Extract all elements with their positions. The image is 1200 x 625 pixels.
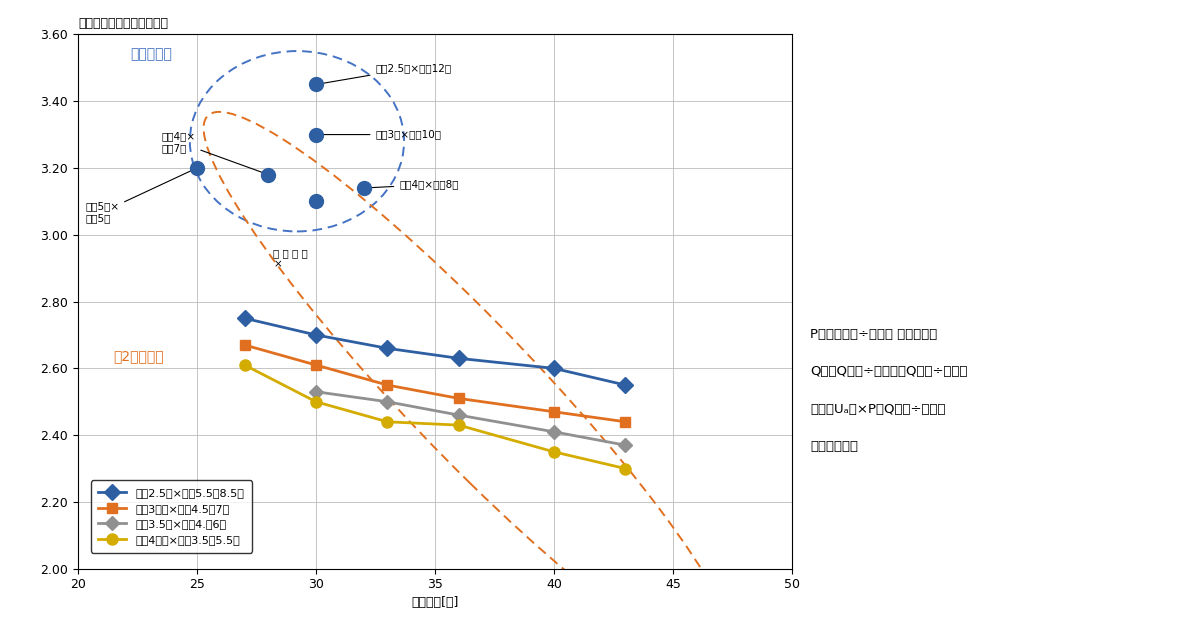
Text: 総2階の住宅: 総2階の住宅 [114, 349, 164, 364]
Text: 間口2.5間×奥行12間: 間口2.5間×奥行12間 [319, 62, 451, 84]
間口3.5間×奥行4.〜6間 [451, 411, 466, 419]
Legend: 間口2.5間×奥行5.5〜8.5間, 間口3間　×奥行4.5〜7間, 間口3.5間×奥行4.〜6間, 間口4間　×奥行3.5〜5.5間: 間口2.5間×奥行5.5〜8.5間, 間口3間 ×奥行4.5〜7間, 間口3.5… [91, 480, 252, 552]
Text: 平屋の住宅: 平屋の住宅 [131, 47, 173, 61]
間口4間　×奥行3.5〜5.5間 [547, 448, 562, 456]
間口3間　×奥行4.5〜7間 [547, 408, 562, 416]
間口2.5間×奥行5.5〜8.5間 [380, 344, 395, 352]
Text: ＝Uₐ値×P＋Q換気÷床面積: ＝Uₐ値×P＋Q換気÷床面積 [810, 403, 946, 416]
間口3.5間×奥行4.〜6間 [547, 428, 562, 436]
間口4間　×奥行3.5〜5.5間 [618, 465, 632, 472]
間口2.5間×奥行5.5〜8.5間 [618, 381, 632, 389]
間口3間　×奥行4.5〜7間 [308, 361, 323, 369]
Text: 間口4間×
奥行7間: 間口4間× 奥行7間 [161, 131, 265, 174]
Text: 間 口 ５ 間
×: 間 口 ５ 間 × [274, 248, 308, 270]
間口3.5間×奥行4.〜6間 [308, 388, 323, 396]
間口2.5間×奥行5.5〜8.5間 [308, 331, 323, 339]
Text: P＝外皮面積÷床面積 とすると、: P＝外皮面積÷床面積 とすると、 [810, 328, 937, 341]
Text: 延床面積当たりの外皮面積: 延床面積当たりの外皮面積 [78, 18, 168, 31]
Line: 間口3.5間×奥行4.〜6間: 間口3.5間×奥行4.〜6間 [311, 387, 630, 450]
間口2.5間×奥行5.5〜8.5間 [451, 354, 466, 362]
Text: 間口5間×
奥行5間: 間口5間× 奥行5間 [85, 169, 194, 223]
間口3.5間×奥行4.〜6間 [380, 398, 395, 406]
間口4間　×奥行3.5〜5.5間 [380, 418, 395, 426]
Text: 間口4間×奥行8間: 間口4間×奥行8間 [366, 179, 458, 189]
間口4間　×奥行3.5〜5.5間 [238, 361, 252, 369]
間口3間　×奥行4.5〜7間 [451, 394, 466, 402]
間口3間　×奥行4.5〜7間 [618, 418, 632, 426]
間口3間　×奥行4.5〜7間 [238, 341, 252, 349]
間口4間　×奥行3.5〜5.5間 [308, 398, 323, 406]
間口2.5間×奥行5.5〜8.5間 [547, 364, 562, 372]
Text: となります。: となります。 [810, 441, 858, 453]
間口4間　×奥行3.5〜5.5間 [451, 421, 466, 429]
Line: 間口2.5間×奥行5.5〜8.5間: 間口2.5間×奥行5.5〜8.5間 [239, 312, 631, 391]
Line: 間口3間　×奥行4.5〜7間: 間口3間 ×奥行4.5〜7間 [240, 340, 630, 427]
間口3.5間×奥行4.〜6間 [618, 441, 632, 449]
X-axis label: 延床面積[坪]: 延床面積[坪] [412, 596, 458, 609]
間口2.5間×奥行5.5〜8.5間 [238, 314, 252, 322]
Text: Q値＝Q外皮÷床面積＋Q換気÷床面積: Q値＝Q外皮÷床面積＋Q換気÷床面積 [810, 366, 967, 378]
間口3間　×奥行4.5〜7間 [380, 381, 395, 389]
Text: 間口3間×奥行10間: 間口3間×奥行10間 [319, 129, 442, 139]
Line: 間口4間　×奥行3.5〜5.5間: 間口4間 ×奥行3.5〜5.5間 [239, 359, 631, 474]
